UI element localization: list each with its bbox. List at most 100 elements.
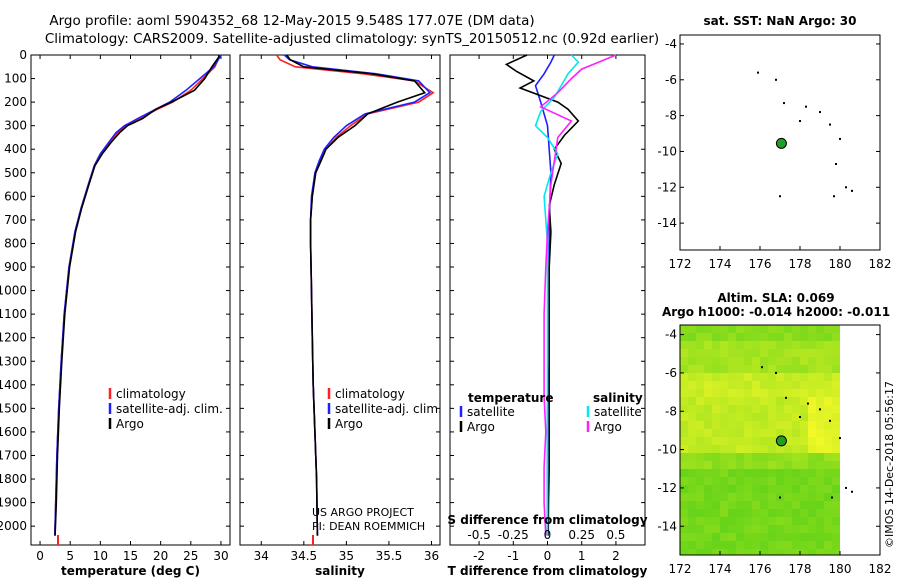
sla-cell [832, 541, 840, 549]
sla-cell [760, 477, 768, 485]
sla-cell [768, 485, 776, 493]
sla-cell [744, 485, 752, 493]
difference-legend-sal-label: Argo [594, 420, 622, 434]
sla-cell [800, 373, 808, 381]
sla-cell [816, 413, 824, 421]
sla-cell [688, 517, 696, 525]
sla-cell [800, 525, 808, 533]
sla-cell [768, 357, 776, 365]
sla-cell [816, 389, 824, 397]
sla-cell [680, 421, 688, 429]
sla-cell [808, 525, 816, 533]
sla-cell [752, 437, 760, 445]
sla-cell [728, 373, 736, 381]
sla-cell [736, 325, 744, 333]
sla-cell [752, 469, 760, 477]
sla-cell [808, 453, 816, 461]
sst_map-profile-dot [851, 189, 853, 192]
sla-cell [752, 493, 760, 501]
sla-cell [720, 461, 728, 469]
sla-cell [808, 349, 816, 357]
sla-cell [760, 341, 768, 349]
difference-s-axis-label: S difference from climatology [447, 513, 647, 527]
sla-cell [720, 421, 728, 429]
sla-cell [816, 349, 824, 357]
sla-cell [704, 405, 712, 413]
sla-cell [760, 445, 768, 453]
sla-cell [744, 349, 752, 357]
sla_map-profile-dot [851, 490, 853, 493]
sla-cell [816, 429, 824, 437]
sla-cell [768, 341, 776, 349]
sla-cell [680, 493, 688, 501]
sla-cell [736, 357, 744, 365]
sla-cell [824, 445, 832, 453]
difference-xtick-label: 2 [612, 549, 620, 563]
sla-cell [792, 421, 800, 429]
sla-cell [688, 373, 696, 381]
sla-cell [688, 453, 696, 461]
sla-cell [832, 421, 840, 429]
sla-cell [720, 381, 728, 389]
sla-cell [832, 397, 840, 405]
difference-panel: -2 -1 0 1 2T difference from climatology -0.5… [447, 54, 648, 578]
sla-cell [816, 469, 824, 477]
sla-cell [736, 349, 744, 357]
sla-cell [824, 437, 832, 445]
sla-cell [752, 405, 760, 413]
sla-cell [696, 341, 704, 349]
sla-cell [816, 341, 824, 349]
sla-cell [760, 453, 768, 461]
sla-cell [688, 341, 696, 349]
sla-cell [736, 501, 744, 509]
sla-cell [776, 469, 784, 477]
sla-cell [792, 413, 800, 421]
sla-cell [824, 341, 832, 349]
sla-cell [704, 501, 712, 509]
sla-cell [752, 397, 760, 405]
sla-cell [720, 365, 728, 373]
sla-cell [784, 421, 792, 429]
sla-cell [752, 413, 760, 421]
sla-cell [704, 421, 712, 429]
sla-cell [768, 461, 776, 469]
sla_map-xtick-label: 176 [749, 562, 772, 576]
temperature-xtick-label: 30 [213, 549, 228, 563]
sla-cell [792, 389, 800, 397]
sla-cell [736, 373, 744, 381]
sla-cell [816, 541, 824, 549]
sla-cell [784, 429, 792, 437]
sla_map-profile-dot [839, 437, 841, 440]
sla-cell [800, 517, 808, 525]
sla_map-profile-dot [845, 486, 847, 489]
sla-cell [776, 381, 784, 389]
sla-cell [824, 325, 832, 333]
sla-cell [744, 333, 752, 341]
sla-cell [832, 333, 840, 341]
sla-cell [824, 485, 832, 493]
temperature-ytick-label: 1200 [0, 331, 27, 345]
sla-cell [736, 413, 744, 421]
sla-cell [816, 365, 824, 373]
sla-cell [728, 325, 736, 333]
sla-cell [784, 469, 792, 477]
sla-cell [736, 541, 744, 549]
sla-cell [728, 485, 736, 493]
sla-cell [728, 333, 736, 341]
sst-map-title: sat. SST: NaN Argo: 30 [703, 14, 856, 28]
temperature-ytick-label: 1600 [0, 425, 27, 439]
sla-cell [720, 533, 728, 541]
sla-cell [712, 509, 720, 517]
sst_map-xtick-label: 182 [869, 257, 892, 271]
sla-cell [808, 437, 816, 445]
sla-cell [760, 517, 768, 525]
sla_map-profile-dot [829, 419, 831, 422]
sla-cell [792, 469, 800, 477]
sla_map-profile-dot [775, 371, 777, 374]
temperature-xlabel: temperature (deg C) [61, 564, 200, 578]
sla-cell [784, 381, 792, 389]
sla-cell [712, 421, 720, 429]
sla-cell [712, 493, 720, 501]
credit-pi: PI: DEAN ROEMMICH [312, 520, 425, 533]
sla-cell [760, 421, 768, 429]
